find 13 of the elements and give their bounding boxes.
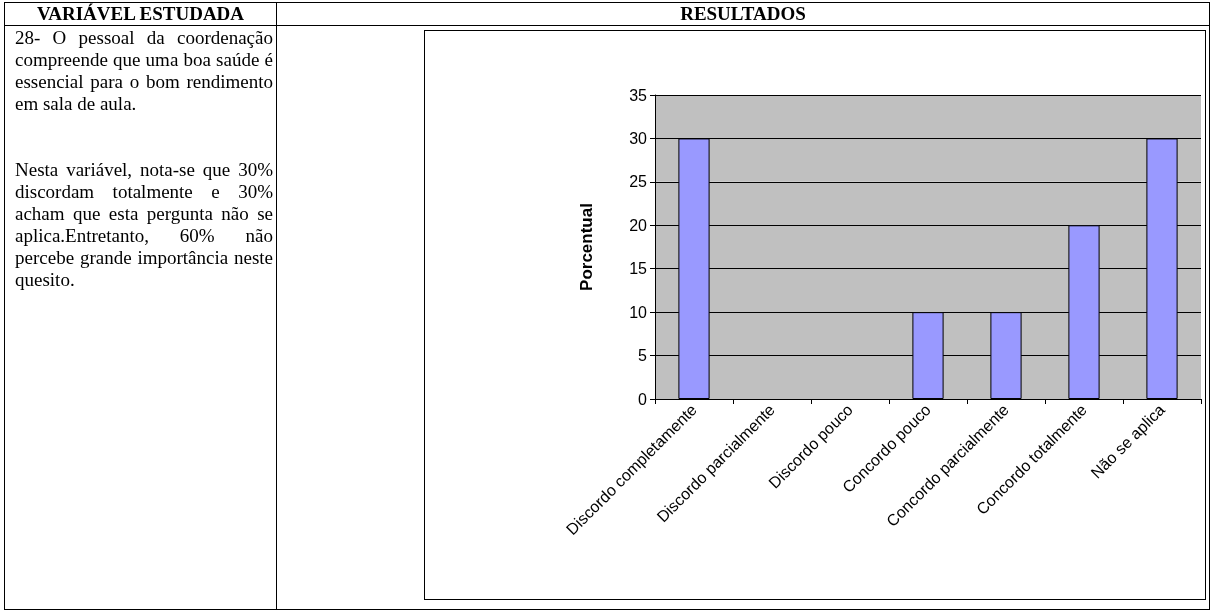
y-tick-label: 35 bbox=[629, 86, 648, 104]
y-tick-label: 0 bbox=[638, 390, 648, 408]
y-tick-label: 30 bbox=[629, 129, 648, 147]
text: 28- O pessoal da coordenação compreende que uma boa saúde é essencial para o bom rendimento em sala de aula. bbox=[15, 27, 273, 115]
y-tick-label: 10 bbox=[629, 303, 648, 321]
text: Nesta variável, nota-se que 30% discordam totalmente e 30% acham que esta pergunta não se aplica.Entretanto, 60% não percebe grande importância neste quesito. bbox=[15, 159, 273, 291]
y-tick-label: 20 bbox=[629, 216, 648, 234]
text: VARIÁVEL ESTUDADA bbox=[5, 3, 276, 26]
text: RESULTADOS bbox=[277, 3, 1209, 26]
y-tick-label: 15 bbox=[629, 260, 648, 278]
y-tick-label: 25 bbox=[629, 173, 648, 191]
y-axis-title: Porcentual bbox=[577, 203, 596, 291]
y-tick-label: 5 bbox=[638, 347, 648, 365]
